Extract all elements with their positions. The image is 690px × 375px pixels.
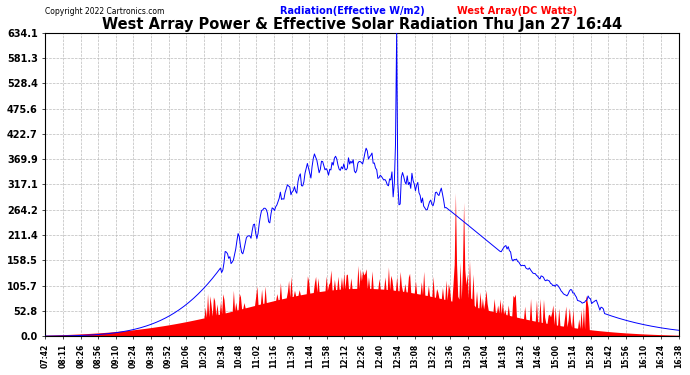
Text: Copyright 2022 Cartronics.com: Copyright 2022 Cartronics.com: [46, 7, 165, 16]
Text: Radiation(Effective W/m2): Radiation(Effective W/m2): [279, 6, 424, 16]
Title: West Array Power & Effective Solar Radiation Thu Jan 27 16:44: West Array Power & Effective Solar Radia…: [102, 16, 622, 32]
Text: West Array(DC Watts): West Array(DC Watts): [457, 6, 577, 16]
